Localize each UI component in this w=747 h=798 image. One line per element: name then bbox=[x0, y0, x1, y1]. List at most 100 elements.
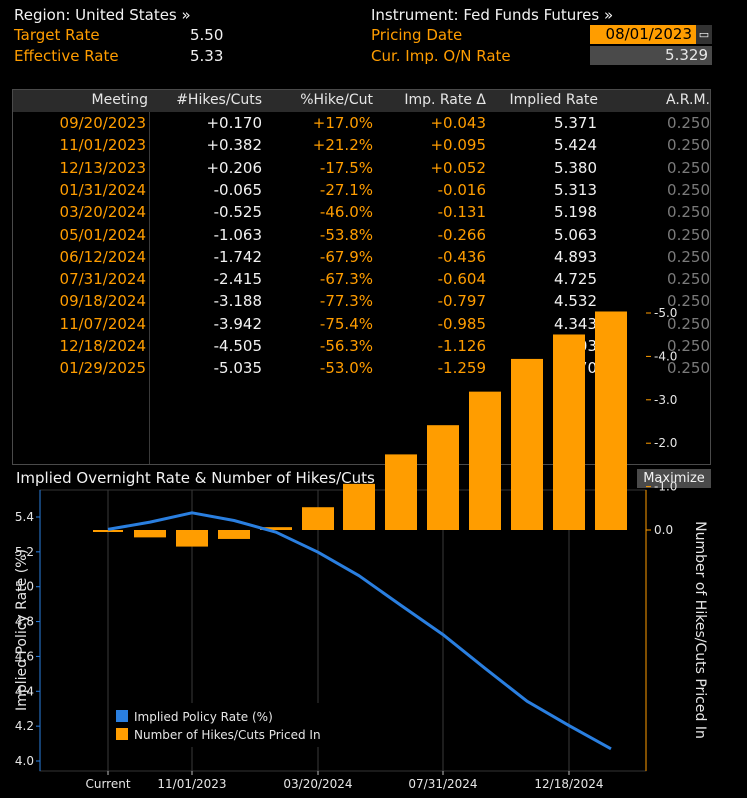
left-axis-title: Implied Policy Rate (%) bbox=[14, 549, 30, 711]
table-row[interactable]: 12/13/2023 +0.206 -17.5% +0.052 5.380 0.250 bbox=[13, 157, 710, 179]
legend-swatch-rate bbox=[116, 710, 128, 722]
col-meeting[interactable]: Meeting bbox=[91, 92, 148, 108]
bar-12-13-2023 bbox=[218, 530, 250, 539]
cell-meeting: 07/31/2024 bbox=[59, 270, 146, 289]
cell-implied-rate: 4.203 bbox=[554, 337, 597, 355]
pricing-date-label: Pricing Date bbox=[371, 26, 463, 44]
cell-arm: 0.250 bbox=[667, 359, 710, 378]
x-tick-label: 11/01/2023 bbox=[157, 777, 226, 791]
table-row[interactable]: 11/01/2023 +0.382 +21.2% +0.095 5.424 0.250 bbox=[13, 134, 710, 156]
target-rate-label: Target Rate bbox=[14, 26, 100, 44]
cell-imp-rate-delta: -0.985 bbox=[437, 314, 486, 333]
left-tick-label: 5.2 bbox=[15, 545, 34, 559]
table-row[interactable]: 07/31/2024 -2.415 -67.3% -0.604 4.725 0.250 bbox=[13, 268, 710, 290]
legend-box bbox=[110, 703, 340, 747]
right-tick-label: 0.0 bbox=[654, 523, 673, 537]
table-row[interactable]: 03/20/2024 -0.525 -46.0% -0.131 5.198 0.250 bbox=[13, 201, 710, 223]
cell-meeting: 11/01/2023 bbox=[59, 136, 146, 155]
cell-imp-rate-delta: +0.095 bbox=[430, 136, 486, 155]
col-implied-rate[interactable]: Implied Rate bbox=[509, 92, 598, 108]
cell-implied-rate: 4.532 bbox=[554, 292, 597, 311]
bar-03-20-2024 bbox=[302, 507, 334, 530]
cell-arm: 0.250 bbox=[667, 136, 710, 155]
cell-pct-hike-cut: +21.2% bbox=[312, 136, 373, 155]
pricing-date-field[interactable]: 08/01/2023 bbox=[590, 25, 696, 44]
cell-imp-rate-delta: +0.043 bbox=[430, 114, 486, 132]
region-selector[interactable]: Region: United States » bbox=[14, 6, 191, 24]
cell-pct-hike-cut: -67.9% bbox=[319, 247, 373, 266]
cell-pct-hike-cut: -67.3% bbox=[319, 270, 373, 289]
cell-imp-rate-delta: -0.131 bbox=[437, 203, 486, 222]
cell-arm: 0.250 bbox=[667, 203, 710, 222]
cell-hikes-cuts: +0.170 bbox=[206, 114, 262, 132]
col-arm[interactable]: A.R.M. bbox=[666, 92, 710, 108]
cell-arm: 0.250 bbox=[667, 114, 710, 132]
chart-title: Implied Overnight Rate & Number of Hikes… bbox=[16, 469, 375, 487]
meetings-table: Meeting #Hikes/Cuts %Hike/Cut Imp. Rate … bbox=[12, 89, 711, 465]
cell-implied-rate: 4.725 bbox=[554, 270, 597, 289]
cell-meeting: 09/18/2024 bbox=[59, 292, 146, 311]
col-hikes-cuts[interactable]: #Hikes/Cuts bbox=[176, 92, 262, 108]
cell-pct-hike-cut: -75.4% bbox=[319, 314, 373, 333]
bar-09-20-2023 bbox=[134, 530, 166, 538]
table-row[interactable]: 05/01/2024 -1.063 -53.8% -0.266 5.063 0.250 bbox=[13, 224, 710, 246]
calendar-icon[interactable]: ▭ bbox=[696, 25, 712, 44]
cur-imp-rate-field[interactable]: 5.329 bbox=[590, 46, 712, 65]
left-tick-label: 4.4 bbox=[15, 684, 34, 698]
cell-hikes-cuts: -3.942 bbox=[213, 314, 262, 333]
bar-06-12-2024 bbox=[385, 454, 417, 530]
instrument-selector[interactable]: Instrument: Fed Funds Futures » bbox=[371, 6, 614, 24]
cell-arm: 0.250 bbox=[667, 292, 710, 311]
left-tick-label: 4.0 bbox=[15, 754, 34, 768]
cell-arm: 0.250 bbox=[667, 247, 710, 266]
cell-implied-rate: 5.198 bbox=[554, 203, 597, 222]
cell-imp-rate-delta: -0.797 bbox=[437, 292, 486, 311]
cell-hikes-cuts: +0.206 bbox=[206, 158, 262, 177]
table-row[interactable]: 09/20/2023 +0.170 +17.0% +0.043 5.371 0.250 bbox=[13, 112, 710, 134]
effective-rate-label: Effective Rate bbox=[14, 47, 119, 65]
table-row[interactable]: 06/12/2024 -1.742 -67.9% -0.436 4.893 0.250 bbox=[13, 246, 710, 268]
cur-imp-rate-label: Cur. Imp. O/N Rate bbox=[371, 47, 511, 65]
cell-meeting: 01/29/2025 bbox=[59, 359, 146, 378]
maximize-button[interactable]: Maximize bbox=[637, 469, 711, 488]
cell-implied-rate: 5.380 bbox=[554, 158, 597, 177]
x-tick-label: 07/31/2024 bbox=[408, 777, 477, 791]
table-row[interactable]: 12/18/2024 -4.505 -56.3% -1.126 4.203 0.250 bbox=[13, 335, 710, 357]
left-tick-label: 4.6 bbox=[15, 649, 34, 663]
cell-imp-rate-delta: -0.604 bbox=[437, 270, 486, 289]
cell-implied-rate: 4.343 bbox=[554, 314, 597, 333]
left-tick-label: 5.0 bbox=[15, 580, 34, 594]
cell-hikes-cuts: -0.065 bbox=[213, 180, 262, 199]
cell-imp-rate-delta: -1.259 bbox=[437, 359, 486, 378]
left-tick-label: 5.4 bbox=[15, 510, 34, 524]
col-imp-rate-delta[interactable]: Imp. Rate Δ bbox=[404, 92, 486, 108]
cell-arm: 0.250 bbox=[667, 337, 710, 355]
legend-label-rate: Implied Policy Rate (%) bbox=[134, 710, 273, 724]
cell-pct-hike-cut: -53.8% bbox=[319, 225, 373, 244]
col-pct-hike-cut[interactable]: %Hike/Cut bbox=[300, 92, 373, 108]
cell-arm: 0.250 bbox=[667, 180, 710, 199]
plot-frame bbox=[39, 489, 647, 772]
table-row[interactable]: 11/07/2024 -3.942 -75.4% -0.985 4.343 0.250 bbox=[13, 313, 710, 335]
table-row[interactable]: 01/31/2024 -0.065 -27.1% -0.016 5.313 0.250 bbox=[13, 179, 710, 201]
cell-pct-hike-cut: -56.3% bbox=[319, 337, 373, 355]
cell-hikes-cuts: -1.742 bbox=[213, 247, 262, 266]
left-tick-label: 4.8 bbox=[15, 615, 34, 629]
cell-meeting: 12/18/2024 bbox=[59, 337, 146, 355]
implied-rate-line bbox=[107, 511, 612, 751]
cell-hikes-cuts: -0.525 bbox=[213, 203, 262, 222]
left-tick-label: 4.2 bbox=[15, 719, 34, 733]
cell-hikes-cuts: -1.063 bbox=[213, 225, 262, 244]
cell-hikes-cuts: -5.035 bbox=[213, 359, 262, 378]
table-row[interactable]: 09/18/2024 -3.188 -77.3% -0.797 4.532 0.250 bbox=[13, 290, 710, 312]
x-tick-label: Current bbox=[85, 777, 130, 791]
bar-current bbox=[93, 530, 123, 532]
legend-label-hikes: Number of Hikes/Cuts Priced In bbox=[134, 728, 321, 742]
cell-hikes-cuts: +0.382 bbox=[206, 136, 262, 155]
legend-swatch-hikes bbox=[116, 728, 128, 740]
table-row[interactable]: 01/29/2025 -5.035 -53.0% -1.259 4.070 0.250 bbox=[13, 357, 710, 379]
cell-meeting: 12/13/2023 bbox=[59, 158, 146, 177]
cell-meeting: 09/20/2023 bbox=[59, 114, 146, 132]
table-header: Meeting #Hikes/Cuts %Hike/Cut Imp. Rate … bbox=[13, 90, 710, 112]
cell-hikes-cuts: -4.505 bbox=[213, 337, 262, 355]
